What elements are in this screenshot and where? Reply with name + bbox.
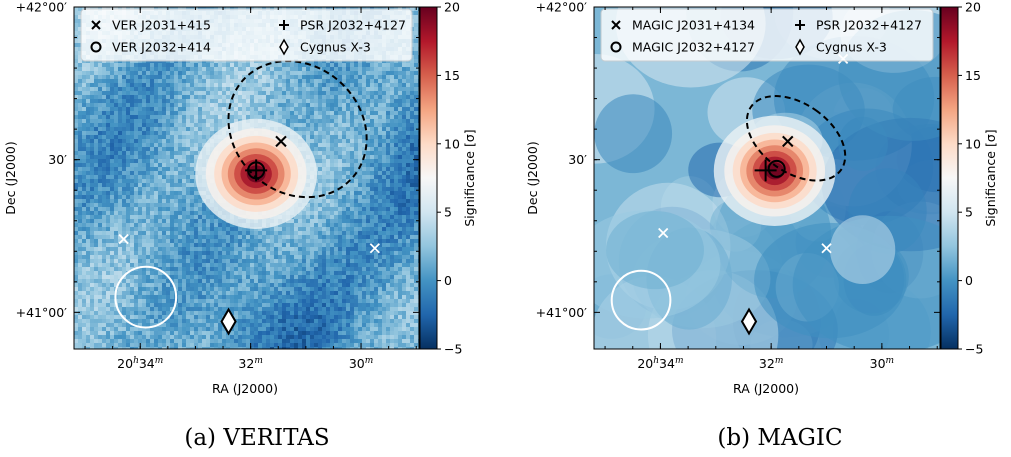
colorbar-tick-label: 0 [965,273,973,288]
x-tick-hours: 20 [637,356,653,371]
colorbar-gradient [419,6,438,350]
extension-ellipse [227,60,368,199]
legend-label: VER J2032+414 [112,40,211,55]
colorbar-label: Significance [σ] [983,129,998,226]
white-cross-marker [821,243,832,254]
legend: MAGIC J2031+4134 PSR J2032+4127 MAGIC J203… [600,8,934,62]
legend-box [80,8,413,62]
colorbar-tick-label: 15 [965,68,981,83]
plot-frame [73,6,420,350]
colorbar-tick-label: −5 [444,342,462,357]
extension-ellipse [745,95,847,182]
colorbar-tick-label: 5 [444,205,452,220]
x-tick-label: 32m [759,356,783,371]
source-diamond-marker [740,307,758,336]
x-tick-m-symbol: m [155,356,164,366]
white-cross-marker [369,243,380,254]
y-tick-label: 30′ [568,152,587,167]
x-tick-minutes: 32 [759,356,775,371]
legend-diamond-icon [279,38,289,56]
x-tick-h-symbol: h [653,356,659,366]
y-axis-label: Dec (J2000) [3,141,18,214]
x-tick-m-symbol: m [775,356,784,366]
white-cross-marker [658,227,669,239]
y-tick-label: +42°00′ [536,0,588,15]
x-tick-minutes: 34 [659,356,675,371]
x-tick-m-symbol: m [675,356,684,366]
x-tick-minutes: 32 [238,356,254,371]
colorbar-tick-label: 5 [965,205,973,220]
x-tick-minutes: 34 [139,356,155,371]
colorbar-tick-label: 20 [444,0,460,15]
legend-plus-icon [279,20,289,30]
source-diamond-marker [220,307,237,336]
panel-caption: (a) VERITAS [184,425,329,451]
plot-frame [593,6,941,350]
legend-label: MAGIC J2031+4134 [632,18,755,33]
x-tick-minutes: 30 [349,356,365,371]
psf-circle [114,265,178,329]
x-tick-label: 20h34m [117,356,163,371]
x-tick-label: 30m [349,356,373,371]
colorbar-tick-label: 0 [444,273,452,288]
x-tick-label: 32m [238,356,262,371]
colorbar: 20 15 10 5 0 −5 Significance [σ] [419,0,477,357]
psf-circle [610,269,672,331]
colorbar-gradient [940,6,959,350]
source-plus-marker [245,159,268,182]
colorbar-tick-label: 10 [444,136,460,151]
colorbar: 20 15 10 5 0 −5 Significance [σ] [940,0,998,357]
colorbar-label: Significance [σ] [462,129,477,226]
legend: VER J2031+415 PSR J2032+4127 VER J2032+414… [80,8,413,62]
panel-caption: (b) MAGIC [717,425,842,451]
x-tick-label: 20h34m [637,356,683,371]
x-tick-m-symbol: m [886,356,895,366]
y-tick-label: +41°00′ [16,305,68,320]
legend-circle-icon [610,41,622,53]
source-circle-marker [767,159,786,178]
legend-circle-icon [90,41,102,53]
legend-box [600,8,934,62]
legend-label: VER J2031+415 [112,18,211,33]
x-tick-minutes: 30 [870,356,886,371]
legend-x-icon [91,20,101,30]
colorbar-tick-label: 10 [965,136,981,151]
x-axis-label: RA (J2000) [733,381,799,396]
source-x-marker [782,135,794,148]
x-tick-m-symbol: m [365,356,374,366]
colorbar-tick-label: 15 [444,68,460,83]
x-tick-label: 30m [870,356,894,371]
legend-label: Cygnus X-3 [816,40,887,55]
x-tick-h-symbol: h [133,356,139,366]
x-tick-hours: 20 [117,356,133,371]
white-cross-marker [118,233,129,245]
y-tick-label: +41°00′ [536,305,588,320]
legend-diamond-icon [795,38,805,56]
legend-plus-icon [795,20,805,30]
source-plus-marker [754,159,777,182]
x-axis-label: RA (J2000) [212,381,278,396]
legend-label: MAGIC J2032+4127 [632,40,755,55]
colorbar-tick-label: 20 [965,0,981,15]
y-tick-label: +42°00′ [16,0,68,15]
y-axis-label: Dec (J2000) [525,141,540,214]
y-tick-label: 30′ [48,152,67,167]
colorbar-tick-label: −5 [965,342,983,357]
source-x-marker [275,135,287,148]
legend-label: PSR J2032+4127 [816,18,922,33]
x-tick-m-symbol: m [254,356,263,366]
chart-panel-veritas: VER J2031+415 PSR J2032+4127 VER J2032+414… [3,0,477,451]
legend-label: Cygnus X-3 [300,40,371,55]
chart-panel-magic: MAGIC J2031+4134 PSR J2032+4127 MAGIC J203… [525,0,998,451]
legend-label: PSR J2032+4127 [300,18,406,33]
legend-x-icon [611,20,621,30]
